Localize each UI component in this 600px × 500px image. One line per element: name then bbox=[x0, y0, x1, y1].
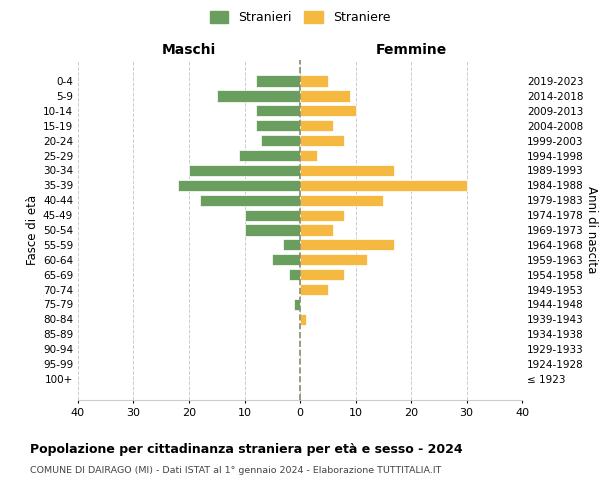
Bar bbox=[256, 105, 300, 117]
Bar bbox=[256, 120, 300, 132]
Bar bbox=[300, 194, 383, 206]
Bar bbox=[300, 120, 334, 132]
Text: Femmine: Femmine bbox=[376, 42, 446, 56]
Bar bbox=[289, 269, 300, 280]
Bar bbox=[300, 240, 394, 250]
Bar bbox=[300, 105, 355, 117]
Bar bbox=[245, 224, 300, 235]
Text: COMUNE DI DAIRAGO (MI) - Dati ISTAT al 1° gennaio 2024 - Elaborazione TUTTITALIA: COMUNE DI DAIRAGO (MI) - Dati ISTAT al 1… bbox=[30, 466, 442, 475]
Bar bbox=[256, 76, 300, 86]
Bar bbox=[217, 90, 300, 102]
Bar bbox=[261, 135, 300, 146]
Bar bbox=[245, 210, 300, 220]
Bar bbox=[200, 194, 300, 206]
Bar bbox=[300, 210, 344, 220]
Bar bbox=[300, 180, 467, 191]
Y-axis label: Anni di nascita: Anni di nascita bbox=[584, 186, 598, 274]
Bar bbox=[300, 150, 317, 161]
Bar bbox=[300, 135, 344, 146]
Legend: Stranieri, Straniere: Stranieri, Straniere bbox=[205, 6, 395, 29]
Bar bbox=[300, 76, 328, 86]
Bar bbox=[300, 165, 394, 176]
Bar bbox=[272, 254, 300, 266]
Bar bbox=[300, 224, 334, 235]
Bar bbox=[300, 269, 344, 280]
Bar bbox=[189, 165, 300, 176]
Text: Popolazione per cittadinanza straniera per età e sesso - 2024: Popolazione per cittadinanza straniera p… bbox=[30, 442, 463, 456]
Bar bbox=[178, 180, 300, 191]
Text: Maschi: Maschi bbox=[162, 42, 216, 56]
Bar bbox=[300, 90, 350, 102]
Bar bbox=[239, 150, 300, 161]
Bar bbox=[300, 284, 328, 295]
Bar bbox=[283, 240, 300, 250]
Bar bbox=[300, 314, 305, 325]
Y-axis label: Fasce di età: Fasce di età bbox=[26, 195, 39, 265]
Bar bbox=[295, 299, 300, 310]
Bar bbox=[300, 254, 367, 266]
